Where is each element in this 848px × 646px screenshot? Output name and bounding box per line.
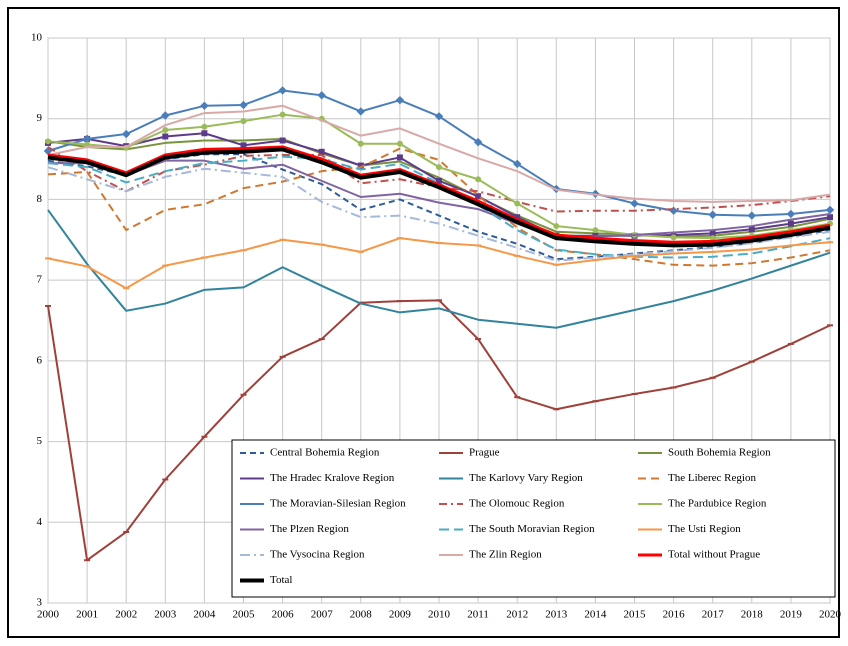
legend [231, 439, 836, 598]
x-tick-label: 2009 [389, 609, 412, 621]
marker [787, 220, 794, 227]
series-line [47, 209, 831, 329]
x-tick-label: 2001 [76, 609, 98, 621]
marker [121, 129, 131, 139]
legend-label: Prague [469, 447, 500, 459]
legend-label: The Hradec Kralove Region [270, 472, 395, 484]
marker [592, 227, 599, 234]
legend-label: The Moravian-Silesian Region [270, 498, 406, 510]
marker [709, 230, 716, 237]
x-tick-label: 2007 [311, 609, 334, 621]
y-tick-label: 6 [37, 354, 43, 366]
y-tick-label: 5 [37, 435, 43, 447]
marker [825, 205, 835, 215]
x-tick-label: 2000 [37, 609, 60, 621]
marker [396, 154, 403, 161]
x-tick-label: 2016 [663, 609, 686, 621]
x-tick-label: 2004 [193, 609, 216, 621]
series-line [48, 159, 831, 240]
marker [395, 95, 405, 105]
series-line [47, 147, 831, 267]
y-tick-label: 10 [31, 32, 43, 44]
marker [786, 209, 796, 219]
series-line [47, 145, 831, 244]
x-tick-label: 2019 [780, 609, 803, 621]
marker [317, 91, 326, 100]
marker [356, 107, 366, 116]
x-tick-label: 2010 [428, 609, 451, 621]
legend-label: The Usti Region [668, 523, 741, 535]
marker [553, 223, 560, 230]
marker [475, 193, 482, 200]
marker [473, 137, 483, 147]
x-tick-label: 2002 [115, 609, 137, 621]
x-tick-label: 2013 [545, 609, 568, 621]
y-tick-label: 9 [37, 112, 43, 124]
x-tick-label: 2003 [154, 609, 177, 621]
series-line [47, 155, 831, 259]
marker [708, 210, 717, 219]
marker [162, 133, 169, 140]
marker [45, 138, 51, 145]
marker [162, 127, 169, 134]
y-tick-label: 3 [37, 597, 43, 609]
x-tick-label: 2005 [233, 609, 256, 621]
marker [161, 111, 170, 120]
series-line [47, 104, 831, 203]
legend-label: South Bohemia Region [668, 447, 771, 459]
legend-label: The Plzen Region [270, 523, 349, 535]
legend-label: The Zlin Region [469, 549, 542, 561]
series-line [47, 166, 831, 262]
x-tick-label: 2017 [702, 609, 725, 621]
legend-label: The South Moravian Region [469, 523, 595, 535]
marker [748, 226, 755, 233]
marker [475, 176, 482, 183]
marker [318, 148, 325, 155]
marker [357, 140, 364, 147]
x-tick-label: 2014 [584, 609, 607, 621]
marker [827, 214, 833, 221]
marker [201, 123, 208, 130]
legend-label: Total [270, 574, 292, 586]
marker [240, 118, 247, 125]
x-tick-label: 2011 [467, 609, 489, 621]
series-line [47, 147, 831, 248]
legend-label: The Karlovy Vary Region [469, 472, 583, 484]
series-line [47, 137, 831, 238]
marker [239, 100, 248, 110]
marker [436, 164, 442, 171]
marker [514, 200, 521, 207]
marker [279, 111, 286, 118]
y-tick-label: 4 [37, 516, 43, 528]
x-tick-label: 2015 [624, 609, 647, 621]
marker [747, 211, 757, 220]
y-tick-label: 7 [37, 274, 43, 286]
marker [512, 159, 522, 169]
y-tick-label: 8 [37, 193, 43, 205]
legend-label: Central Bohemia Region [270, 447, 380, 459]
marker [201, 130, 208, 137]
legend-label: The Liberec Region [668, 472, 756, 484]
legend-label: The Pardubice Region [668, 498, 767, 510]
x-tick-label: 2012 [506, 609, 528, 621]
marker [278, 86, 287, 95]
legend-label: The Olomouc Region [469, 498, 565, 510]
legend-label: The Vysocina Region [270, 549, 365, 561]
marker [279, 137, 286, 144]
x-tick-label: 2006 [272, 609, 295, 621]
marker [670, 234, 677, 241]
marker [630, 199, 639, 208]
marker [396, 140, 403, 147]
marker [200, 101, 209, 111]
x-tick-label: 2018 [741, 609, 764, 621]
x-tick-label: 2020 [819, 609, 842, 621]
legend-label: Total without Prague [668, 549, 760, 561]
marker [434, 112, 444, 121]
x-tick-label: 2008 [350, 609, 373, 621]
